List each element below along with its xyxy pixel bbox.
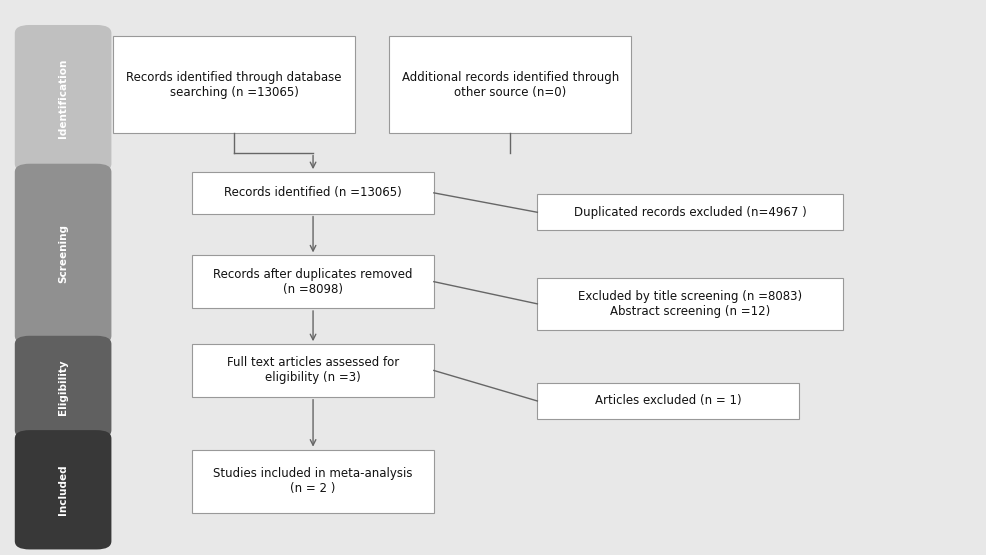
FancyBboxPatch shape xyxy=(15,164,111,344)
FancyBboxPatch shape xyxy=(192,450,434,513)
Text: Additional records identified through
other source (n=0): Additional records identified through ot… xyxy=(401,70,619,99)
Text: Eligibility: Eligibility xyxy=(58,359,68,415)
Text: Articles excluded (n = 1): Articles excluded (n = 1) xyxy=(595,395,741,407)
Text: Full text articles assessed for
eligibility (n =3): Full text articles assessed for eligibil… xyxy=(227,356,399,385)
Text: Screening: Screening xyxy=(58,224,68,284)
Text: Excluded by title screening (n =8083)
Abstract screening (n =12): Excluded by title screening (n =8083) Ab… xyxy=(578,290,803,318)
FancyBboxPatch shape xyxy=(537,194,843,230)
Text: Records identified (n =13065): Records identified (n =13065) xyxy=(224,186,402,199)
Text: Identification: Identification xyxy=(58,59,68,138)
FancyBboxPatch shape xyxy=(15,25,111,172)
Text: Records identified through database
searching (n =13065): Records identified through database sear… xyxy=(126,70,342,99)
FancyBboxPatch shape xyxy=(113,36,355,133)
FancyBboxPatch shape xyxy=(389,36,631,133)
FancyBboxPatch shape xyxy=(537,383,799,419)
FancyBboxPatch shape xyxy=(192,172,434,214)
Text: Included: Included xyxy=(58,465,68,515)
FancyBboxPatch shape xyxy=(537,278,843,330)
Text: Duplicated records excluded (n=4967 ): Duplicated records excluded (n=4967 ) xyxy=(574,206,807,219)
Text: Studies included in meta-analysis
(n = 2 ): Studies included in meta-analysis (n = 2… xyxy=(213,467,413,496)
FancyBboxPatch shape xyxy=(192,255,434,308)
Text: Records after duplicates removed
(n =8098): Records after duplicates removed (n =809… xyxy=(213,268,413,296)
FancyBboxPatch shape xyxy=(192,344,434,397)
FancyBboxPatch shape xyxy=(15,430,111,549)
FancyBboxPatch shape xyxy=(15,336,111,438)
